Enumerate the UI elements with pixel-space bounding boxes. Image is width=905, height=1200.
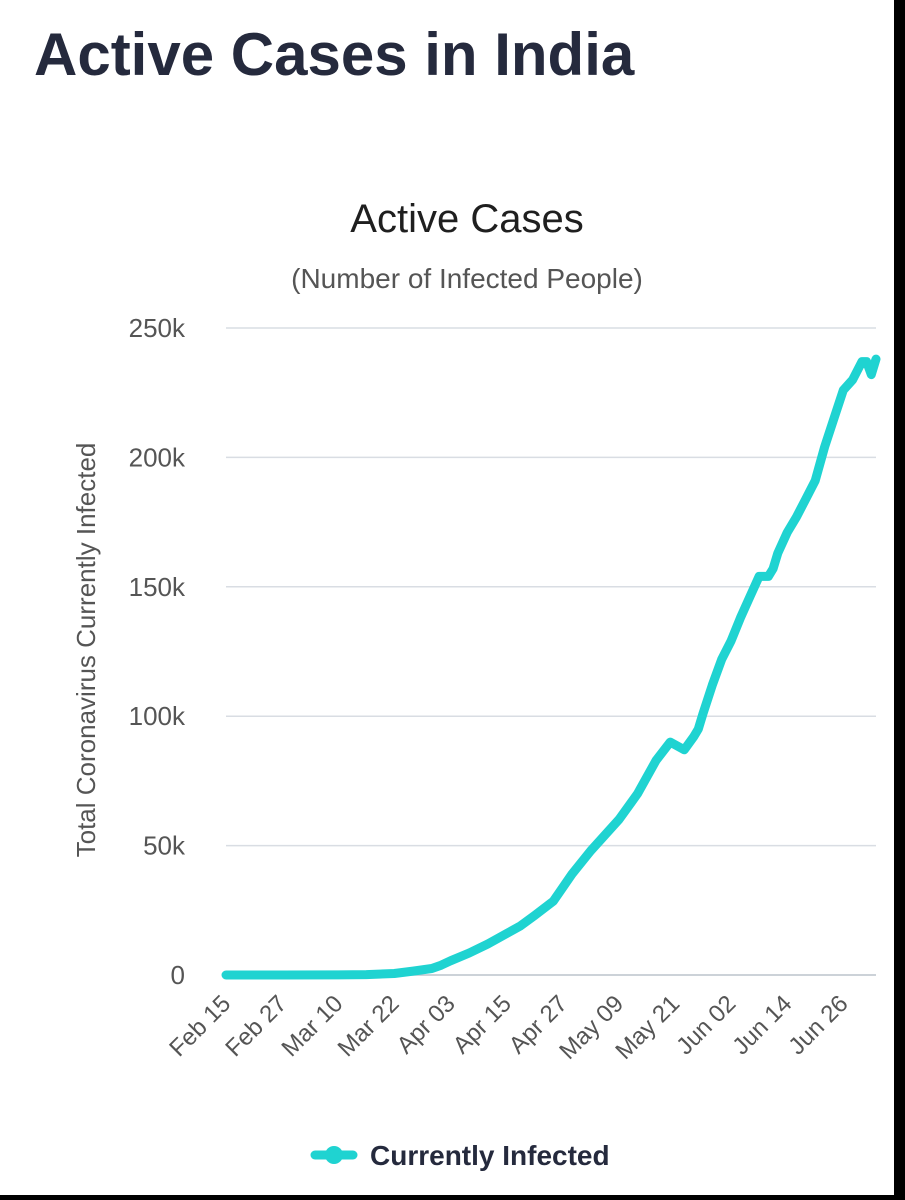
x-tick-label: Feb 15 (164, 990, 236, 1062)
y-axis-label: Total Coronavirus Currently Infected (71, 443, 101, 858)
series-line-currently-infected (221, 354, 881, 980)
legend-marker (325, 1146, 343, 1164)
chart-subtitle: (Number of Infected People) (291, 263, 643, 294)
x-tick-label: Jun 26 (783, 990, 853, 1060)
x-tick-label: Apr 03 (392, 990, 461, 1059)
y-tick-label: 200k (129, 442, 186, 472)
series-layer (221, 354, 881, 980)
y-tick-label: 150k (129, 572, 186, 602)
y-tick-label: 50k (143, 831, 186, 861)
x-tick-label: May 21 (610, 990, 685, 1065)
x-tick-label: Feb 27 (220, 990, 292, 1062)
x-tick-label: Mar 10 (277, 990, 349, 1062)
y-axis-ticks: 0 50k 100k 150k 200k 250k (129, 313, 186, 990)
page-title: Active Cases in India (34, 21, 635, 88)
x-tick-label: Jun 02 (671, 990, 741, 1060)
legend-label[interactable]: Currently Infected (370, 1140, 610, 1171)
y-tick-label: 100k (129, 701, 186, 731)
x-tick-label: Mar 22 (333, 990, 405, 1062)
x-tick-label: Apr 15 (448, 990, 517, 1059)
grid-lines (226, 327, 876, 976)
chart-title: Active Cases (350, 197, 583, 241)
legend[interactable]: Currently Infected (310, 1140, 610, 1171)
x-tick-label: Jun 14 (727, 990, 797, 1060)
y-tick-label: 0 (171, 960, 185, 990)
y-tick-label: 250k (129, 313, 186, 343)
